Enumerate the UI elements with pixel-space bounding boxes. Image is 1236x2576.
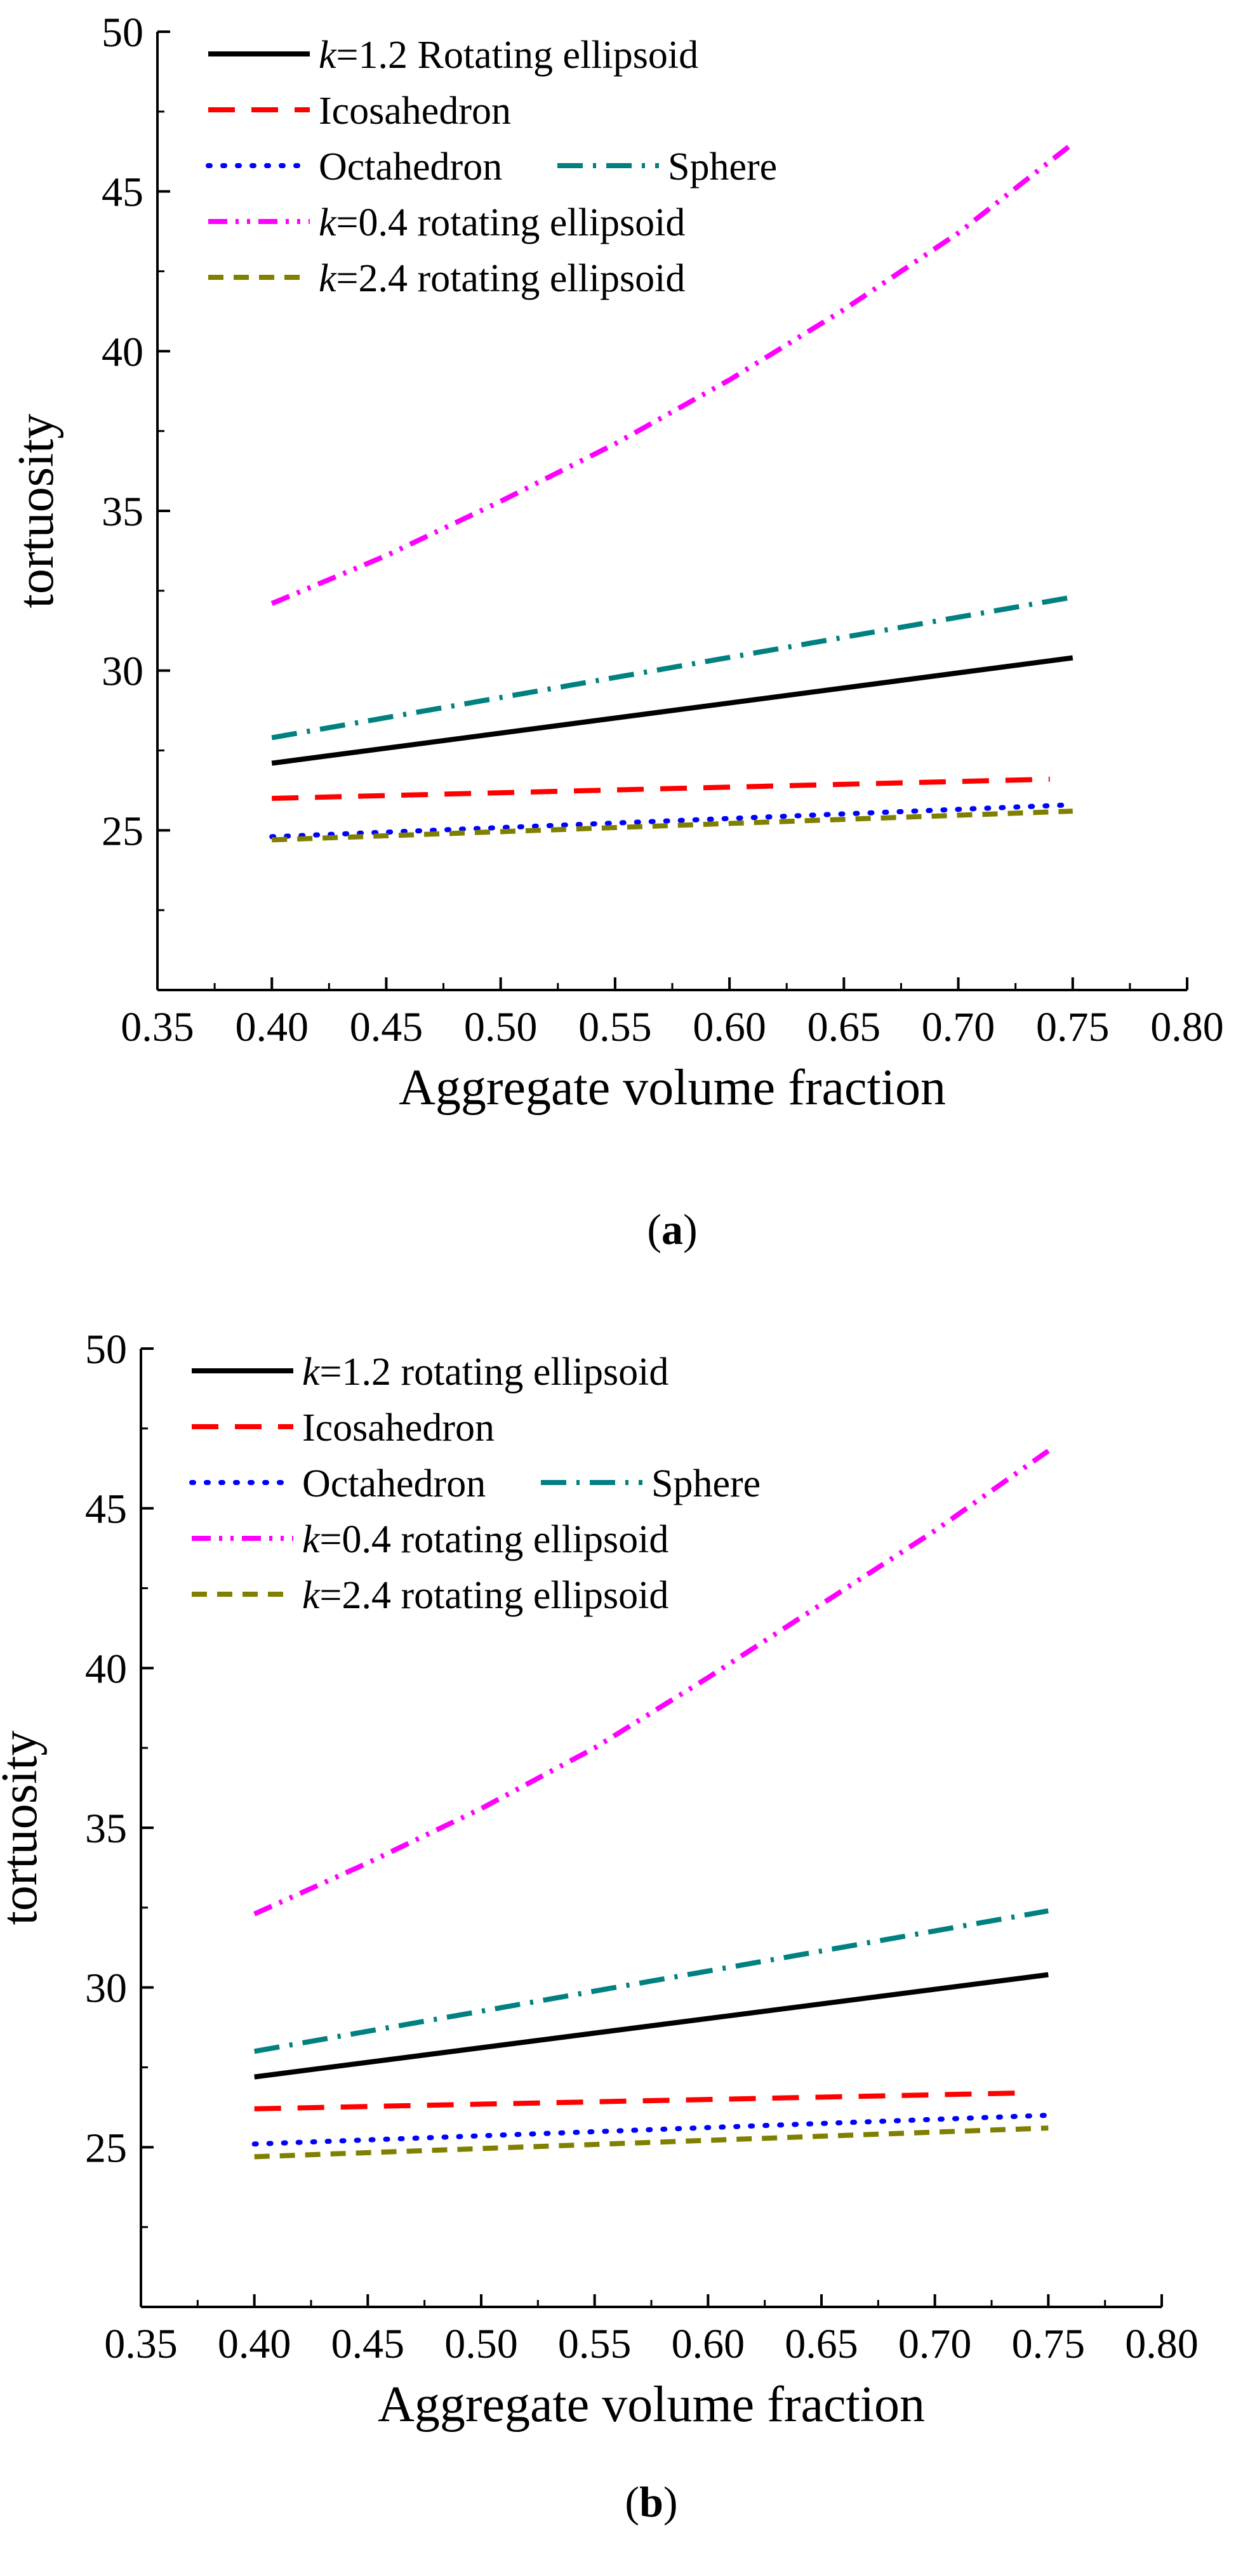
y-tick-label: 50 — [85, 1326, 127, 1373]
x-tick-label: 0.50 — [444, 2321, 518, 2367]
y-tick-label: 35 — [102, 489, 143, 535]
series-line — [271, 594, 1073, 741]
x-tick-label: 0.50 — [464, 1004, 538, 1050]
series-line — [270, 142, 1075, 606]
x-tick-label: 0.35 — [104, 2321, 178, 2367]
legend-label: Sphere — [668, 145, 777, 188]
x-tick-label: 0.60 — [672, 2321, 745, 2367]
x-tick-label: 0.45 — [331, 2321, 405, 2367]
series-line — [254, 1972, 1049, 2080]
legend-label: Octahedron — [302, 1462, 486, 1505]
legend: k=1.2 rotating ellipsoid Icosahedron Octah… — [189, 1351, 761, 1617]
series-line — [254, 2125, 1049, 2160]
y-tick-label: 50 — [102, 10, 143, 56]
x-tick-label: 0.70 — [922, 1004, 995, 1050]
x-tick-label: 0.35 — [121, 1004, 194, 1050]
series-line — [272, 776, 1050, 801]
chart-panel-b: 0.35 0.40 0.45 0.50 0.55 0.60 0.65 0.70 0.75 0.80… — [0, 1326, 1199, 2433]
y-tick-label: 40 — [102, 329, 143, 375]
y-tick-label: 40 — [85, 1646, 127, 1692]
y-axis-title: tortuosity — [8, 414, 64, 609]
series-line — [254, 1908, 1049, 2054]
y-tick-label: 45 — [102, 169, 143, 216]
x-axis-title: Aggregate volume fraction — [378, 2377, 925, 2433]
x-tick-label: 0.65 — [807, 1004, 881, 1050]
series-line — [253, 1448, 1050, 1917]
chart-panel-a: 0.35 0.40 0.45 0.50 0.55 0.60 0.65 0.70 0.75 0.80… — [8, 10, 1224, 1116]
y-tick-label: 30 — [102, 649, 143, 695]
x-tick-label: 0.80 — [1125, 2321, 1199, 2367]
x-tick-label: 0.55 — [558, 2321, 632, 2367]
x-tick-label: 0.80 — [1150, 1004, 1224, 1050]
legend: k=1.2 Rotating ellipsoid Icosahedron Octah… — [206, 34, 777, 300]
y-axis-title: tortuosity — [0, 1731, 48, 1925]
x-tick-label: 0.45 — [350, 1004, 423, 1050]
x-tick-label: 0.65 — [785, 2321, 858, 2367]
x-tick-label: 0.55 — [578, 1004, 652, 1050]
y-tick-label: 35 — [85, 1806, 127, 1852]
legend-label: Icosahedron — [302, 1406, 495, 1450]
legend-label: k=0.4 rotating ellipsoid — [302, 1518, 668, 1561]
series-line — [269, 802, 1075, 840]
legend-label: k=1.2 Rotating ellipsoid — [319, 34, 698, 77]
series-line — [254, 2090, 1026, 2111]
y-tick-label: 45 — [85, 1486, 127, 1533]
legend-label: Sphere — [651, 1462, 761, 1505]
legend-label: Icosahedron — [319, 89, 511, 133]
y-tick-label: 30 — [85, 1965, 127, 2012]
x-tick-label: 0.40 — [235, 1004, 309, 1050]
panel-label: (b) — [625, 2478, 677, 2526]
legend-label: k=2.4 rotating ellipsoid — [319, 257, 685, 300]
x-tick-label: 0.70 — [898, 2321, 972, 2367]
panel-label: (a) — [647, 1205, 697, 1253]
x-axis-title: Aggregate volume fraction — [399, 1060, 946, 1116]
series-line — [251, 2113, 1051, 2147]
legend-label: Octahedron — [319, 145, 502, 188]
legend-label: k=1.2 rotating ellipsoid — [302, 1351, 668, 1394]
x-tick-label: 0.60 — [693, 1004, 766, 1050]
series-line — [272, 809, 1073, 843]
x-tick-label: 0.75 — [1012, 2321, 1086, 2367]
legend-label: k=2.4 rotating ellipsoid — [302, 1574, 668, 1617]
series-line — [271, 655, 1073, 766]
legend-label: k=0.4 rotating ellipsoid — [319, 201, 685, 244]
x-tick-label: 0.40 — [218, 2321, 291, 2367]
x-tick-label: 0.75 — [1036, 1004, 1110, 1050]
y-tick-label: 25 — [85, 2125, 127, 2171]
y-tick-label: 25 — [102, 808, 143, 854]
